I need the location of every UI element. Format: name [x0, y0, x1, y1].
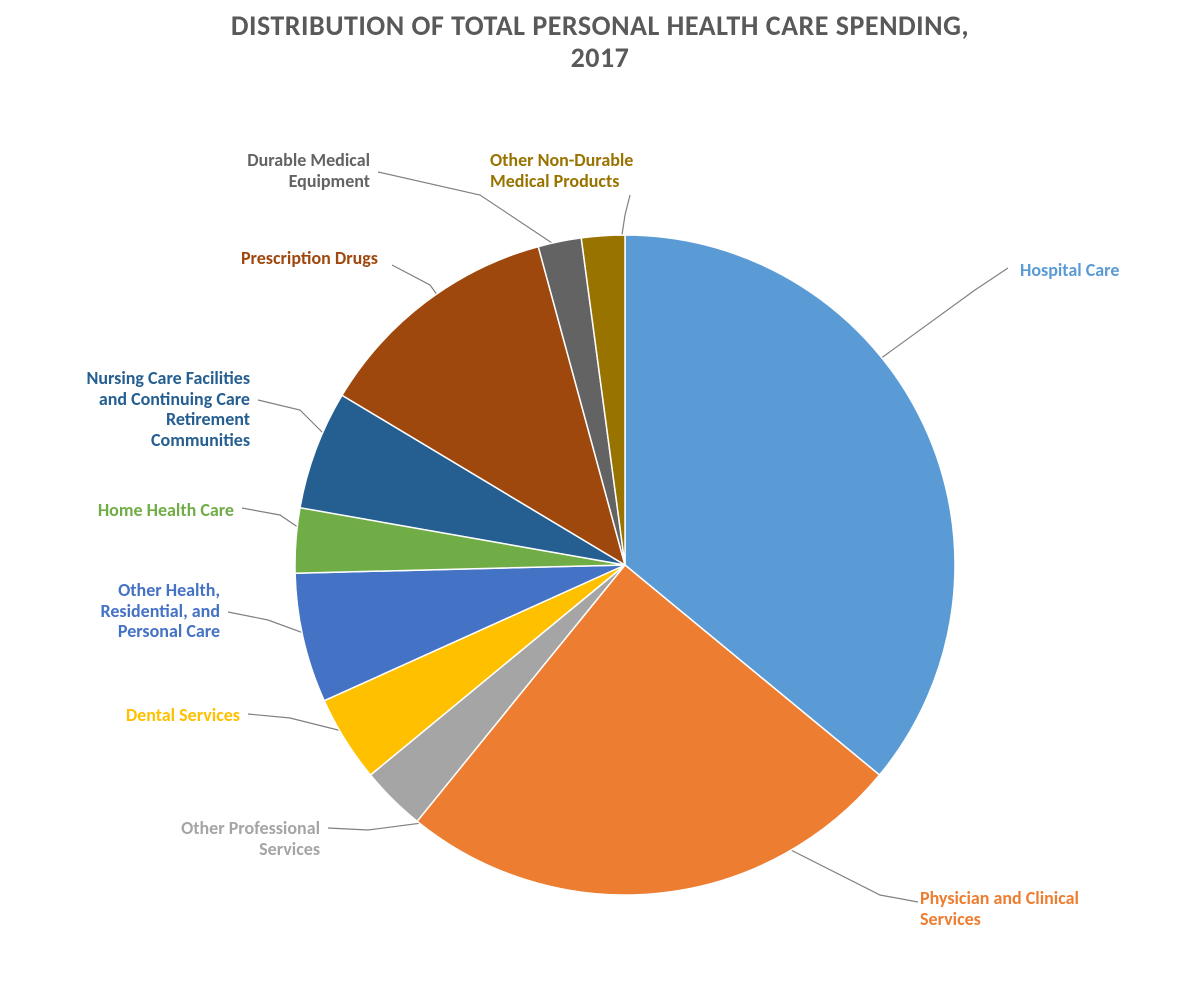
pie-slices: [0, 0, 1200, 981]
pie-chart: DISTRIBUTION OF TOTAL PERSONAL HEALTH CA…: [0, 0, 1200, 981]
